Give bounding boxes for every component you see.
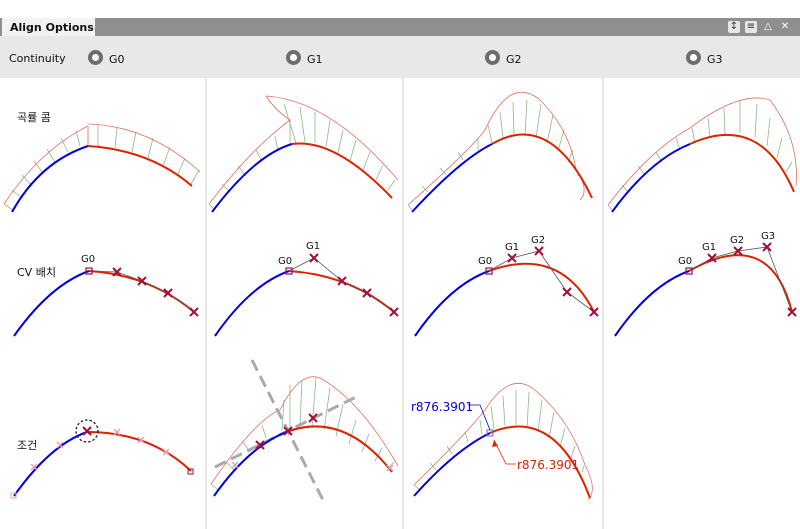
comb-g3 <box>607 97 797 213</box>
radio-g3[interactable] <box>686 50 701 65</box>
radio-g2[interactable] <box>485 50 500 65</box>
comb-g2 <box>407 91 593 213</box>
comb-g1 <box>208 95 399 213</box>
cv-label-g2-d: G2 <box>730 235 744 246</box>
cv-label-g3: G3 <box>761 231 775 242</box>
radius-label-red: r876.3901 <box>517 458 579 472</box>
cv-label-g0-c: G0 <box>478 256 492 267</box>
radio-g2-label[interactable]: G2 <box>506 53 522 66</box>
cv-label-g1-d: G1 <box>702 242 716 253</box>
cv-label-g2: G2 <box>531 235 545 246</box>
row-label-curvature-comb: 곡률 콤 <box>17 111 51 124</box>
cv-label-g1-c: G1 <box>505 242 519 253</box>
menu-icon[interactable]: ≡ <box>745 21 757 33</box>
radio-g0[interactable] <box>88 50 103 65</box>
collapse-icon[interactable]: △ <box>764 21 772 32</box>
cv-label-g0-b: G0 <box>278 256 292 267</box>
comb-g0 <box>3 123 201 213</box>
radio-g1[interactable] <box>286 50 301 65</box>
panel-titlebar: Align Options ↕ ≡ △ ✕ <box>0 18 800 36</box>
cv-g1: G0 G1 <box>214 241 399 337</box>
cond-g0 <box>10 419 194 499</box>
cv-g0: G0 <box>13 254 199 337</box>
cv-label-g0: G0 <box>81 254 95 265</box>
cv-label-g1: G1 <box>306 241 320 252</box>
cv-g3: G0 G1 G2 G3 <box>614 231 797 337</box>
cv-label-g0-d: G0 <box>678 256 692 267</box>
illustration-grid: 곡률 콤 CV 배치 조건 <box>0 78 800 529</box>
cond-g2: r876.3901 r876.3901 <box>411 382 593 501</box>
pin-icon[interactable]: ↕ <box>728 21 740 33</box>
cv-g2: G0 G1 G2 <box>414 235 599 337</box>
cond-g1 <box>210 359 399 503</box>
radio-g1-label[interactable]: G1 <box>307 53 323 66</box>
radio-g0-label[interactable]: G0 <box>109 53 125 66</box>
column-dividers <box>205 78 604 529</box>
radius-label-blue: r876.3901 <box>411 400 473 414</box>
diagram-svg: G0 G0 G1 G0 G1 G2 <box>3 78 797 529</box>
continuity-label: Continuity <box>9 52 66 65</box>
close-icon[interactable]: ✕ <box>780 21 790 32</box>
row-label-condition: 조건 <box>17 439 38 452</box>
radio-g3-label[interactable]: G3 <box>707 53 723 66</box>
row-label-cv-placement: CV 배치 <box>17 266 56 279</box>
continuity-options: Continuity G0 G1 G2 G3 <box>0 36 800 78</box>
panel-tab[interactable]: Align Options <box>2 18 95 36</box>
